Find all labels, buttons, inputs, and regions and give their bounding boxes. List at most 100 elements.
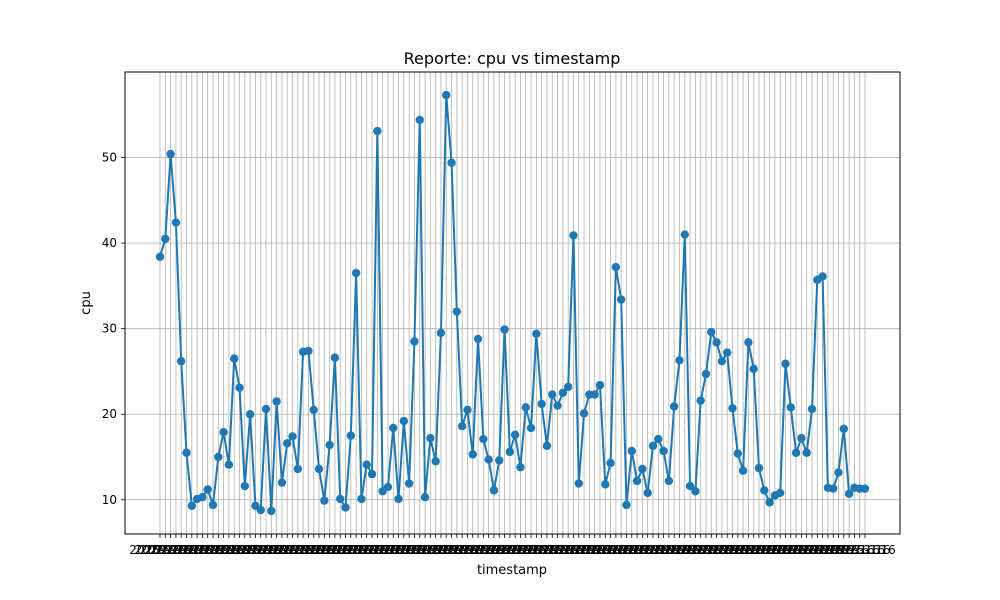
data-point [277, 478, 287, 487]
x-tick-label: 2025-...16 [548, 543, 610, 557]
x-tick-label: 2025-...16 [718, 543, 780, 557]
data-point [616, 295, 626, 304]
data-point [442, 90, 451, 100]
series-markers [155, 90, 870, 516]
x-tick-label: 2025-...16 [341, 543, 403, 557]
x-tick-label: 2025-...16 [352, 543, 414, 557]
x-tick-label: 2025-...16 [325, 543, 387, 557]
x-tick-label: 2025-...16 [203, 543, 265, 557]
x-tick-label: 2025-...16 [834, 543, 896, 557]
x-tick-label: 2025-...16 [654, 543, 716, 557]
x-tick-label: 2025-...16 [755, 543, 817, 557]
data-point [399, 416, 409, 426]
x-tick-label: 2025-...16 [219, 543, 281, 557]
x-tick-label: 2025-...16 [347, 543, 409, 557]
x-tick-label: 2025-...16 [792, 543, 854, 557]
x-tick-label: 2025-...16 [442, 543, 504, 557]
data-point [394, 494, 403, 504]
data-point [738, 466, 748, 475]
x-tick-label: 2025-...16 [235, 543, 297, 557]
x-tick-label: 2025-...16 [733, 543, 795, 557]
data-point [744, 338, 753, 347]
x-tick-label: 2025-...16 [781, 543, 843, 557]
data-point [601, 480, 610, 489]
x-tick-label: 2025-...16 [728, 543, 790, 557]
data-point [632, 476, 642, 486]
x-tick-label: 2025-...16 [458, 543, 520, 557]
data-point [468, 450, 477, 459]
data-point [563, 382, 573, 392]
data-point [214, 452, 223, 462]
data-point [627, 446, 636, 456]
data-point [346, 431, 356, 440]
x-tick-label: 2025-...16 [331, 543, 393, 557]
x-tick-label: 2025-...16 [421, 543, 483, 557]
x-tick-label: 2025-...16 [813, 543, 875, 557]
x-tick-label: 2025-...16 [209, 543, 271, 557]
data-point [638, 464, 647, 474]
x-tick-label: 2025-...16 [262, 543, 324, 557]
x-tick-label: 2025-...16 [500, 543, 562, 557]
x-tick-label: 2025-...16 [802, 543, 864, 557]
data-point [224, 460, 234, 469]
x-tick-label: 2025-...16 [410, 543, 472, 557]
data-point [606, 458, 615, 468]
data-point [839, 424, 848, 433]
y-tick-label: 50 [102, 151, 117, 165]
x-tick-label: 2025-...16 [537, 543, 599, 557]
data-point [505, 447, 515, 457]
data-point [537, 399, 546, 409]
data-point [463, 405, 472, 415]
x-tick-label: 2025-...16 [294, 543, 356, 557]
x-tick-label: 2025-...16 [225, 543, 287, 557]
x-tick-label: 2025-...16 [463, 543, 525, 557]
x-tick-label: 2025-...16 [521, 543, 583, 557]
data-point [797, 433, 806, 443]
x-tick-label: 2025-...16 [765, 543, 827, 557]
x-tick-label: 2025-...16 [675, 543, 737, 557]
data-point [807, 404, 817, 414]
x-tick-label: 2025-...16 [495, 543, 557, 557]
data-point [648, 441, 658, 451]
x-tick-label: 2025-...16 [357, 543, 419, 557]
x-tick-label: 2025-...16 [649, 543, 711, 557]
x-tick-label: 2025-...16 [506, 543, 568, 557]
x-tick-label: 2025-...16 [246, 543, 308, 557]
x-tick-label: 2025-...16 [596, 543, 658, 557]
data-point [479, 434, 488, 444]
data-point [325, 440, 334, 450]
data-point [452, 307, 462, 316]
x-tick-label: 2025-...16 [659, 543, 721, 557]
data-point [834, 468, 843, 477]
plot-area [125, 72, 900, 534]
data-point [177, 356, 186, 366]
data-point [304, 346, 313, 356]
data-point [436, 328, 446, 338]
data-point [383, 482, 393, 492]
x-tick-label: 2025-...16 [172, 543, 234, 557]
data-point [579, 409, 589, 418]
data-point [351, 268, 361, 278]
data-point [431, 457, 440, 466]
x-tick-label: 2025-...16 [468, 543, 530, 557]
x-tick-label: 2025-...16 [336, 543, 398, 557]
data-point [489, 486, 499, 495]
x-tick-label: 2025-...16 [580, 543, 642, 557]
x-tick-label: 2025-...16 [400, 543, 462, 557]
x-tick-label: 2025-...16 [776, 543, 838, 557]
data-point [320, 496, 329, 505]
x-tick-label: 2025-...16 [696, 543, 758, 557]
data-point [267, 506, 276, 516]
x-tick-label: 2025-...16 [320, 543, 382, 557]
x-tick-label: 2025-...16 [230, 543, 292, 557]
x-tick-label: 2025-...16 [309, 543, 371, 557]
x-tick-label: 2025-...16 [161, 543, 223, 557]
data-point [235, 383, 244, 392]
x-tick-label: 2025-...16 [569, 543, 631, 557]
data-point [484, 455, 493, 464]
x-tick-label: 2025-...16 [797, 543, 859, 557]
data-point [696, 396, 705, 405]
data-point [341, 503, 350, 512]
data-point [553, 401, 562, 410]
